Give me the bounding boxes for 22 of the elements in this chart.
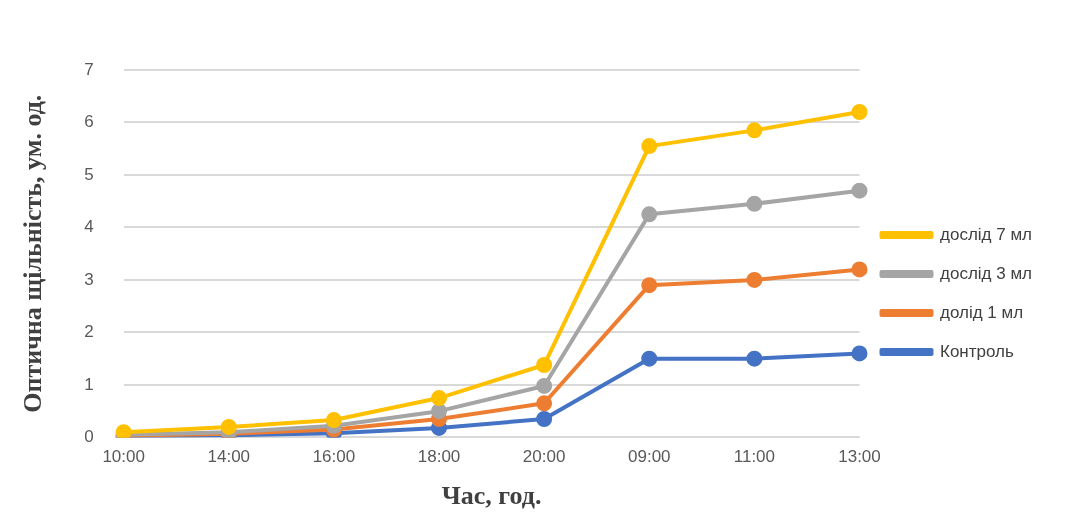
legend-label: долід 1 мл <box>940 302 1024 322</box>
legend-label: дослід 3 мл <box>940 263 1032 283</box>
x-tick-label: 20:00 <box>522 447 566 467</box>
x-tick-label: 14:00 <box>207 447 251 467</box>
x-axis-title: Час, год. <box>441 481 542 511</box>
y-tick-label: 7 <box>84 59 94 79</box>
y-tick-label: 0 <box>84 427 94 447</box>
y-tick-label: 5 <box>84 164 94 184</box>
y-tick-label: 1 <box>84 374 94 394</box>
y-tick-label: 2 <box>84 322 94 342</box>
x-tick-label: 16:00 <box>312 447 356 467</box>
x-tick-label: 11:00 <box>733 447 776 467</box>
x-tick-label: 13:00 <box>838 447 881 467</box>
y-axis-title: Оптична щільність, ум. од. <box>18 94 48 413</box>
legend-label: Контроль <box>940 341 1014 361</box>
y-tick-label: 6 <box>84 112 94 132</box>
x-tick-label: 10:00 <box>102 447 145 467</box>
legend-label: дослід 7 мл <box>940 224 1032 244</box>
y-tick-label: 3 <box>84 269 94 289</box>
x-tick-label: 18:00 <box>417 447 461 467</box>
x-tick-label: 09:00 <box>627 447 671 467</box>
y-tick-label: 4 <box>84 217 94 237</box>
